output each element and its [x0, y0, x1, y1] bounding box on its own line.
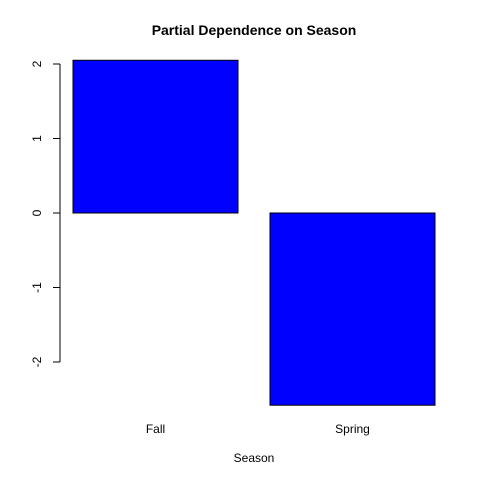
y-tick-label: 0: [30, 209, 44, 216]
bar-fall: [72, 59, 239, 214]
y-tick-label: 2: [30, 60, 44, 67]
x-tick-label-fall: Fall: [146, 422, 165, 436]
chart-title: Partial Dependence on Season: [152, 22, 357, 38]
y-tick-label: -2: [30, 356, 44, 367]
y-axis-ticks: -2 -1 0 1 2: [30, 60, 60, 367]
x-tick-label-spring: Spring: [335, 422, 370, 436]
bar-spring: [269, 212, 436, 406]
y-tick-label: 1: [30, 135, 44, 142]
y-tick-label: -1: [30, 282, 44, 293]
bars-group: [72, 59, 436, 406]
x-axis-label: Season: [234, 451, 275, 465]
x-axis-tick-labels: Fall Spring: [146, 422, 370, 436]
